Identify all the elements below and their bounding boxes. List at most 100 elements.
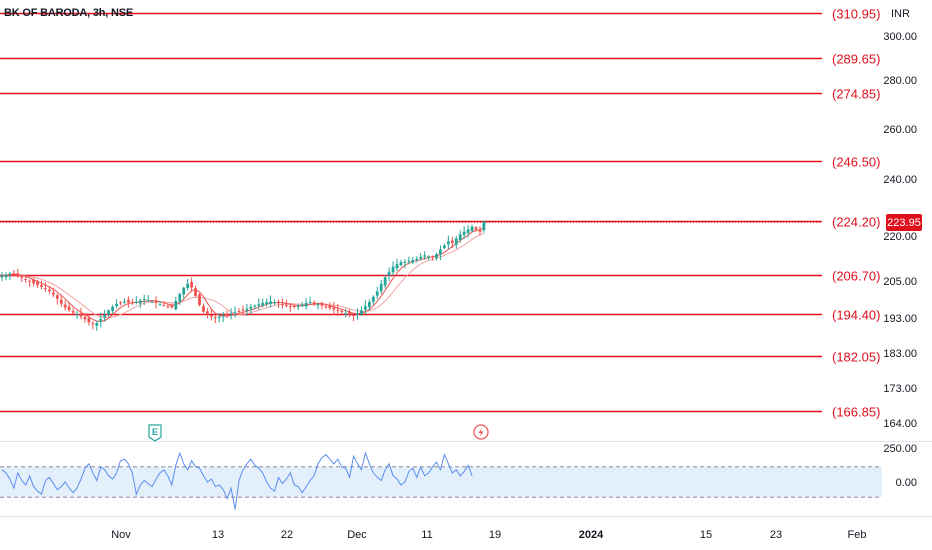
time-tick-label: 13	[212, 529, 224, 541]
last-price-label: 223.95	[887, 217, 921, 229]
candle-body	[130, 301, 134, 304]
candle-body	[221, 315, 225, 317]
candle-body	[253, 305, 257, 307]
candlesticks	[0, 220, 486, 331]
level-label: (166.85)	[832, 405, 880, 420]
candle-body	[28, 280, 32, 282]
level-label: (224.20)	[832, 215, 880, 230]
candle-body	[24, 279, 28, 281]
earnings-event-icon[interactable]: E	[148, 424, 162, 442]
candle-body	[115, 303, 118, 307]
candle-body	[213, 316, 217, 318]
price-tick-label: 220.00	[883, 231, 917, 243]
grid	[0, 441, 932, 517]
candle-body	[154, 301, 158, 303]
candle-body	[233, 312, 237, 314]
candle-body	[443, 245, 446, 249]
time-tick-label: 15	[700, 529, 712, 541]
candle-body	[285, 304, 288, 306]
candle-body	[16, 273, 20, 277]
candle-body	[435, 254, 438, 259]
candle-body	[470, 226, 474, 232]
level-label: (246.50)	[832, 155, 880, 170]
price-tick-label: 193.00	[883, 313, 917, 325]
candle-body	[194, 288, 197, 296]
candle-body	[340, 311, 344, 313]
candle-body	[364, 306, 367, 310]
candle-body	[225, 313, 229, 315]
candle-body	[4, 274, 8, 278]
time-tick-label: 22	[281, 529, 293, 541]
candle-body	[166, 305, 170, 307]
event-markers[interactable]: E	[148, 424, 489, 442]
candle-body	[269, 301, 272, 304]
candle-body	[344, 313, 348, 315]
level-label: (194.40)	[832, 308, 880, 323]
candle-body	[387, 272, 391, 276]
candle-body	[8, 273, 12, 275]
candle-body	[217, 316, 221, 318]
candle-body	[360, 310, 363, 315]
candle-body	[281, 304, 284, 306]
time-axis-divider	[0, 516, 932, 517]
candle-body	[103, 314, 107, 318]
candle-body	[288, 306, 292, 308]
candle-body	[138, 300, 142, 304]
candle-body	[202, 306, 205, 312]
candle-body	[261, 302, 265, 306]
earnings-badge-shape	[148, 424, 162, 442]
candle-body	[332, 307, 336, 310]
candle-body	[415, 258, 419, 261]
level-labels: (310.95) (289.65) (274.85) (246.50) (224.20)…	[832, 7, 880, 420]
level-label: (274.85)	[832, 87, 880, 102]
candle-body	[316, 304, 320, 306]
candle-body	[273, 302, 276, 304]
candle-body	[356, 313, 359, 315]
candle-body	[36, 281, 39, 286]
candle-body	[348, 311, 351, 315]
candle-body	[59, 299, 63, 304]
candle-body	[423, 255, 427, 257]
candle-body	[450, 240, 454, 243]
last-price-badge	[886, 214, 922, 231]
symbol-title: BK OF BARODA, 3h, NSE	[4, 7, 134, 19]
candle-body	[67, 306, 71, 311]
candle-body	[454, 238, 458, 245]
candle-body	[119, 302, 122, 304]
oscillator-tick-label: 250.00	[883, 443, 917, 455]
candle-body	[419, 256, 423, 259]
candle-body	[0, 275, 4, 278]
level-label: (182.05)	[832, 350, 880, 365]
candle-body	[71, 311, 75, 313]
lightning-icon[interactable]	[473, 424, 489, 440]
candle-body	[375, 291, 379, 296]
candle-body	[462, 231, 466, 235]
candle-body	[229, 313, 233, 315]
price-axis[interactable]: 300.00 280.00 260.00 240.00 220.00 205.00 193.…	[883, 31, 922, 489]
candle-body	[308, 302, 312, 304]
time-axis[interactable]: Nov 13 22 Dec 11 19 2024 15 23 Feb	[111, 529, 866, 541]
oscillator-band	[0, 466, 882, 498]
price-tick-label: 240.00	[883, 174, 917, 186]
candle-body	[178, 294, 182, 302]
price-tick-label: 164.00	[883, 418, 917, 430]
candle-body	[40, 285, 43, 287]
currency-badge[interactable]: INR	[886, 5, 915, 23]
candle-body	[237, 311, 241, 313]
time-tick-label: Dec	[347, 529, 367, 541]
candle-body	[312, 302, 316, 304]
candle-body	[99, 318, 103, 322]
candle-body	[241, 309, 245, 311]
candle-body	[146, 300, 150, 302]
candle-body	[407, 260, 411, 262]
pane-divider	[0, 441, 932, 442]
candle-body	[257, 304, 261, 306]
candle-body	[123, 301, 126, 303]
candle-body	[87, 317, 91, 323]
candle-body	[95, 322, 99, 326]
candle-body	[12, 273, 16, 275]
candle-body	[431, 256, 434, 258]
candle-body	[336, 309, 340, 311]
